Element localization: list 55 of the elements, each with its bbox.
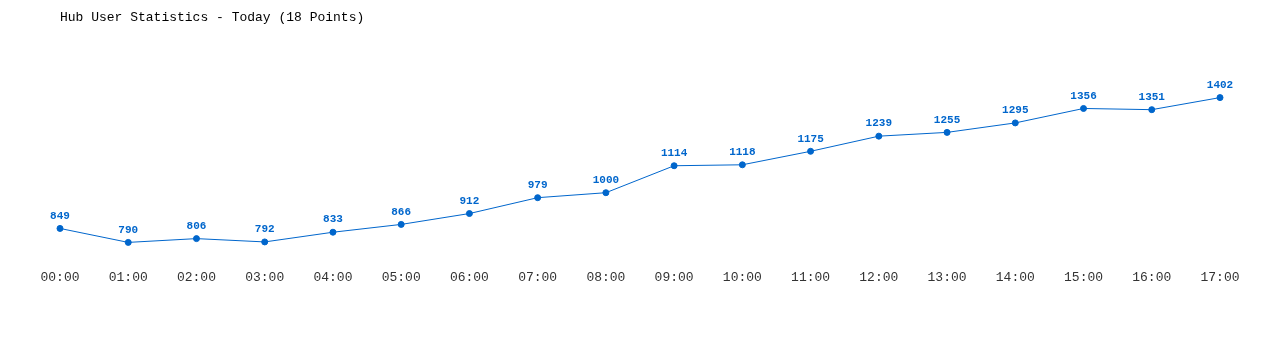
data-label: 1255 [933,113,961,126]
x-tick-label: 14:00 [995,269,1035,285]
point [56,224,64,232]
x-tick-label: 05:00 [381,269,421,285]
data-label: 1402 [1206,78,1234,91]
data-label: 1000 [592,173,620,186]
data-label: 1356 [1070,89,1097,102]
x-tick-label: 03:00 [245,269,285,285]
point [534,194,542,202]
data-label: 790 [118,223,139,236]
data-label: 1114 [660,147,688,160]
x-tick-label: 13:00 [927,269,967,285]
point [192,235,200,243]
data-label: 806 [186,219,207,232]
data-label: 979 [527,178,548,191]
x-tick-label: 00:00 [40,269,80,285]
point [261,238,269,246]
data-label: 833 [323,213,344,226]
point [875,132,883,140]
data-label: 1351 [1138,90,1166,103]
x-tick-label: 09:00 [654,269,694,285]
point [943,128,951,136]
chart-title: Hub User Statistics - Today (18 Points) [60,10,365,26]
point [738,161,746,169]
x-tick-label: 12:00 [859,269,899,285]
x-tick-label: 08:00 [586,269,626,285]
point [329,228,337,236]
x-tick-label: 07:00 [518,269,558,285]
x-tick-label: 11:00 [791,269,831,285]
x-tick-label: 15:00 [1064,269,1104,285]
point [1011,119,1019,127]
x-tick-label: 06:00 [449,269,489,285]
data-label: 1118 [729,146,756,159]
point [670,162,678,170]
data-label: 849 [50,209,70,222]
data-label: 866 [391,205,412,218]
point [1148,106,1156,114]
point [124,238,132,246]
point [1216,94,1224,102]
x-tick-label: 01:00 [108,269,148,285]
data-label: 1175 [797,132,825,145]
data-label: 1239 [865,117,893,130]
point [465,210,473,218]
point [807,147,815,155]
x-tick-label: 16:00 [1132,269,1172,285]
x-tick-label: 10:00 [722,269,762,285]
x-tick-label: 02:00 [176,269,216,285]
data-label: 1295 [1002,104,1029,117]
point [602,189,610,197]
point [1080,104,1088,112]
x-tick-label: 04:00 [313,269,353,285]
point [397,220,405,228]
data-label: 912 [459,194,480,207]
x-tick-label: 17:00 [1200,269,1240,285]
data-label: 792 [254,223,275,236]
